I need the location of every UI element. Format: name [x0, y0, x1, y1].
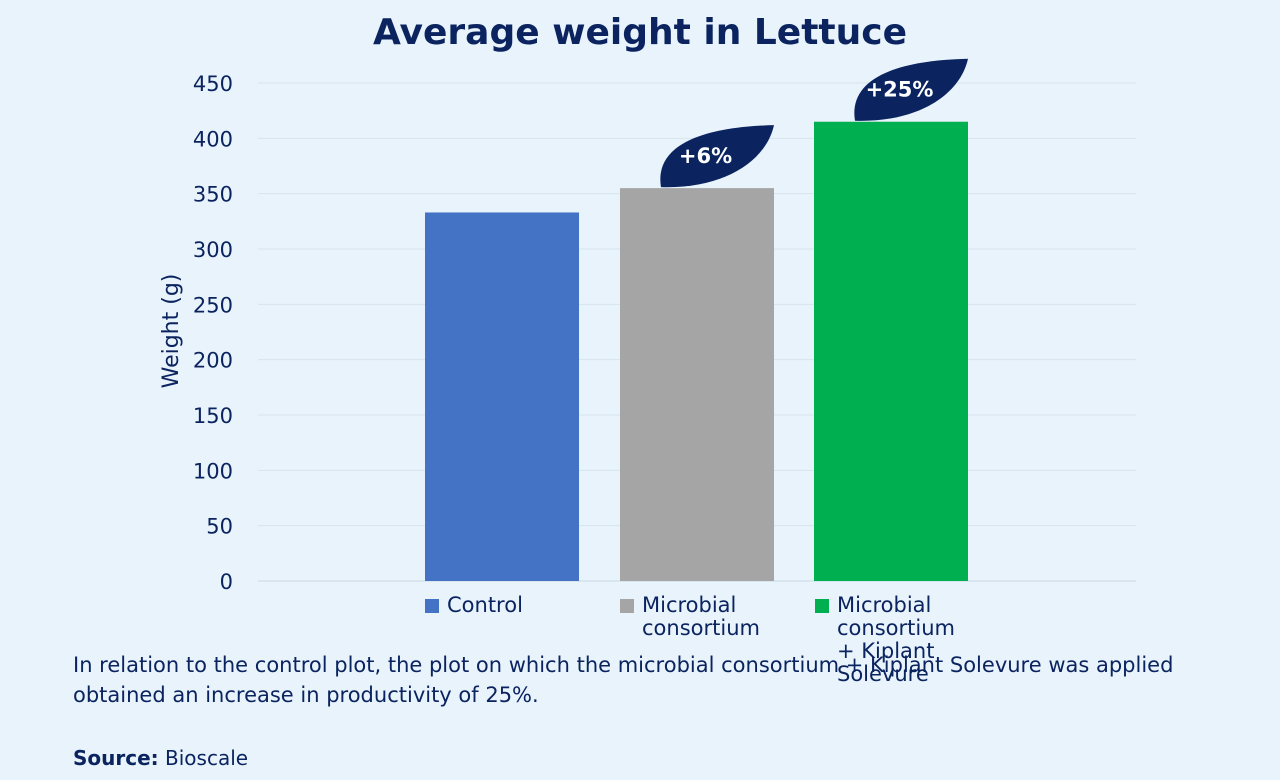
caption: In relation to the control plot, the plo…: [73, 653, 1174, 707]
legend-label-control: Control: [447, 593, 523, 617]
bar: [620, 188, 774, 581]
y-tick-label: 0: [220, 570, 233, 594]
legend-swatch-microbial-kiplant: [815, 599, 829, 613]
y-tick-label: 150: [193, 404, 233, 428]
legend-swatch-control: [425, 599, 439, 613]
annotation-label: +25%: [866, 78, 934, 102]
y-tick-label: 350: [193, 183, 233, 207]
source-value: Bioscale: [158, 746, 249, 770]
bar: [425, 212, 579, 582]
legend-label-microbial-consortium: Microbial consortium: [642, 593, 760, 640]
annotation-leaf: +6%: [660, 125, 774, 188]
legend-swatch-microbial-consortium: [620, 599, 634, 613]
bar-annotations: +6% +25%: [660, 58, 968, 188]
bar-chart: 0 50 100 150 200 250 300 350 400 450 +6% +25% Weig…: [159, 58, 1136, 594]
legend-item-microbial-consortium: Microbial consortium: [620, 594, 760, 640]
legend-label-microbial-kiplant: Microbial consortium + Kiplant Solevure: [837, 593, 955, 686]
chart-title: Average weight in Lettuce: [372, 12, 908, 53]
y-tick-label: 300: [193, 238, 233, 262]
y-tick-label: 100: [193, 459, 233, 483]
annotation-leaf: +25%: [854, 58, 968, 121]
leaf-shape: [660, 125, 774, 188]
y-tick-labels: 0 50 100 150 200 250 300 350 400 450: [193, 72, 233, 594]
legend-item-control: Control: [425, 594, 523, 617]
y-tick-label: 200: [193, 349, 233, 373]
y-tick-label: 250: [193, 293, 233, 317]
leaf-shape: [854, 58, 968, 121]
source-label: Source:: [73, 746, 159, 770]
y-tick-label: 50: [206, 515, 233, 539]
bar: [814, 121, 968, 581]
bars: [425, 121, 968, 582]
annotation-label: +6%: [679, 144, 732, 168]
y-tick-label: 400: [193, 127, 233, 151]
legend-item-microbial-kiplant: Microbial consortium + Kiplant Solevure: [815, 594, 955, 686]
y-tick-label: 450: [193, 72, 233, 96]
source-line: Source: Bioscale: [73, 746, 248, 770]
y-axis-label: Weight (g): [159, 274, 184, 389]
